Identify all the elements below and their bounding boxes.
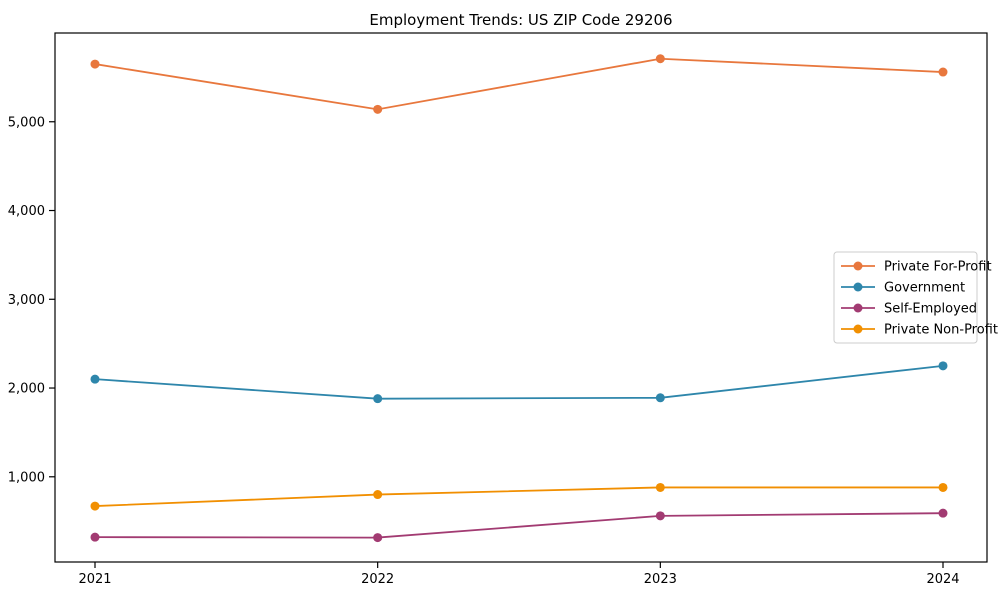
x-tick-label: 2022: [361, 572, 394, 587]
x-tick-label: 2023: [644, 572, 677, 587]
y-tick-label: 4,000: [8, 204, 45, 219]
legend-marker-icon: [853, 303, 863, 313]
y-tick-label: 1,000: [8, 470, 45, 485]
data-point-self-employed: [938, 508, 948, 518]
data-point-private-for-profit: [938, 67, 948, 77]
legend-label: Government: [884, 281, 965, 296]
legend-marker-icon: [853, 261, 863, 271]
line-series-private-non-profit: [94, 486, 944, 507]
line-series-self-employed: [94, 512, 944, 539]
legend-label: Private For-Profit: [884, 260, 992, 275]
data-point-government: [655, 393, 665, 403]
data-point-private-non-profit: [90, 501, 100, 511]
legend-label: Private Non-Profit: [884, 323, 998, 338]
data-point-private-for-profit: [655, 54, 665, 64]
legend-label: Self-Employed: [884, 302, 977, 317]
data-point-government: [938, 361, 948, 371]
legend-marker-icon: [853, 282, 863, 292]
data-point-private-non-profit: [373, 490, 383, 500]
data-point-self-employed: [655, 511, 665, 521]
line-series-private-for-profit: [94, 57, 944, 111]
data-point-private-non-profit: [655, 482, 665, 492]
y-tick-label: 2,000: [8, 382, 45, 397]
x-tick-label: 2021: [78, 572, 111, 587]
data-point-government: [373, 394, 383, 404]
plot-area-border: [54, 32, 988, 563]
y-tick-label: 3,000: [8, 293, 45, 308]
data-point-self-employed: [373, 533, 383, 543]
chart-title: Employment Trends: US ZIP Code 29206: [369, 11, 673, 29]
data-point-private-for-profit: [373, 104, 383, 114]
line-series-government: [94, 364, 944, 400]
data-point-private-for-profit: [90, 59, 100, 69]
data-point-government: [90, 374, 100, 384]
legend-box: [833, 251, 978, 344]
x-tick-label: 2024: [926, 572, 959, 587]
legend-marker-icon: [853, 324, 863, 334]
data-point-self-employed: [90, 532, 100, 542]
data-point-private-non-profit: [938, 482, 948, 492]
y-tick-label: 5,000: [8, 115, 45, 130]
